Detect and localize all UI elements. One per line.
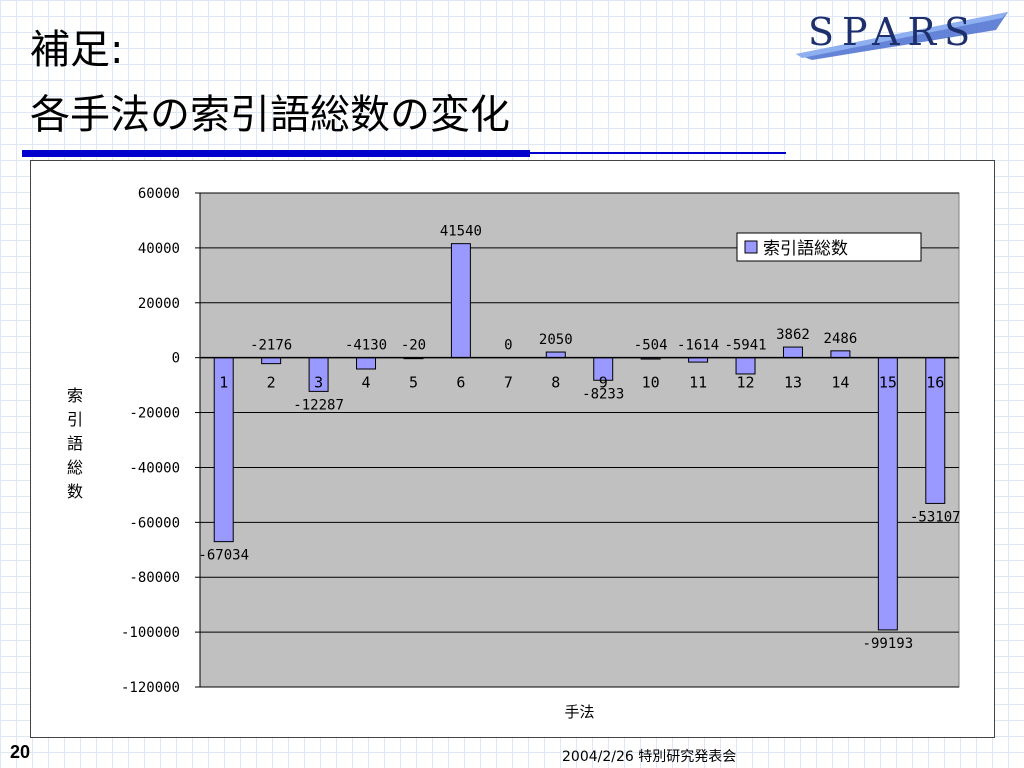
bar [356,357,377,370]
y-tick-label: 60000 [138,186,180,202]
x-tick-label: 13 [784,374,802,392]
x-tick-label: 11 [689,374,707,392]
title-underline-thick [22,150,530,157]
data-label: -99193 [863,636,914,652]
data-label: -2176 [250,338,292,354]
y-axis-title-char: 総 [67,458,83,477]
x-tick-label: 4 [362,374,371,392]
y-tick-label: 40000 [138,241,180,257]
bar [261,357,282,365]
bar [450,243,471,359]
data-label: -67034 [198,548,249,564]
data-label: 2050 [539,332,573,348]
data-label: -12287 [293,397,344,413]
plot-area [199,192,960,688]
bar [830,350,851,359]
logo-text: SPARS [808,10,979,54]
y-tick-label: -20000 [129,406,180,422]
slide-title-line2: 各手法の索引語総数の変化 [30,92,510,138]
bar [877,357,898,631]
logo-swoosh-icon [796,12,1008,60]
y-tick-label: -120000 [121,680,180,696]
y-axis-title-char: 語 [67,434,83,453]
y-tick-label: -40000 [129,460,180,476]
x-tick-label: 2 [267,374,276,392]
chart-frame: 60000 40000 20000 0 -20000 -40000 -60000 -80000… [30,160,995,738]
y-tick-label: 0 [172,351,180,367]
x-tick-label: 8 [551,374,560,392]
x-tick-label: 6 [456,374,465,392]
x-tick-label: 1 [219,374,228,392]
y-tick-label: -100000 [121,625,180,641]
x-tick-label: 5 [409,374,418,392]
y-tick-label: 20000 [138,296,180,312]
y-axis-title-char: 引 [67,410,83,429]
y-tick-label: -80000 [129,570,180,586]
data-label: -53107 [910,509,961,525]
x-tick-label: 16 [926,374,944,392]
bar [782,346,803,359]
data-label: -5941 [724,338,766,354]
y-axis-title-char: 索 [67,386,83,405]
data-label: 3862 [776,327,810,343]
page-number: 20 [10,742,31,762]
x-axis-title: 手法 [564,703,594,721]
data-label: 0 [504,338,512,354]
x-tick-label: 7 [504,374,513,392]
title-underline-thin [530,152,786,154]
bar [735,357,756,375]
data-label: -504 [634,338,668,354]
footer-date: 2004/2/26 特別研究発表会 [562,749,737,765]
bar-chart: 60000 40000 20000 0 -20000 -40000 -60000 -80000… [67,186,961,721]
data-label: -1614 [677,338,719,354]
data-label: 2486 [824,331,858,347]
x-tick-label: 14 [831,374,849,392]
spars-logo: SPARS [796,8,1008,60]
legend-label: 索引語総数 [763,239,848,259]
legend-swatch [744,240,758,254]
x-tick-label: 12 [737,374,755,392]
x-tick-label: 15 [879,374,897,392]
x-tick-label: 3 [314,374,323,392]
slide-title-line1: 補足: [30,27,124,73]
data-label: -20 [401,338,426,354]
y-axis-title-char: 数 [67,482,83,501]
legend-box [736,232,922,262]
data-label: -4130 [345,338,387,354]
x-tick-label: 10 [642,374,660,392]
data-label: 41540 [440,224,482,240]
data-label: -8233 [582,386,624,402]
bar [545,351,566,359]
x-tick-label: 9 [599,374,608,392]
y-tick-label: -60000 [129,515,180,531]
